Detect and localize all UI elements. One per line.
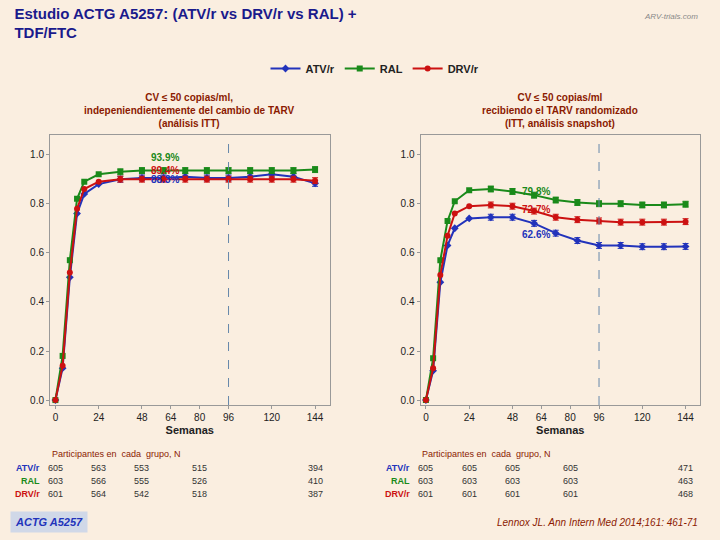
svg-text:62.6%: 62.6%: [522, 229, 550, 240]
svg-text:0.2: 0.2: [30, 346, 44, 357]
svg-text:80: 80: [194, 412, 206, 423]
svg-text:394: 394: [308, 463, 323, 473]
svg-text:605: 605: [418, 463, 433, 473]
svg-text:0.0: 0.0: [30, 395, 44, 406]
svg-text:601: 601: [418, 489, 433, 499]
svg-text:RAL: RAL: [21, 476, 40, 486]
svg-text:1.0: 1.0: [401, 149, 415, 160]
svg-text:144: 144: [307, 412, 324, 423]
svg-text:64: 64: [536, 412, 548, 423]
svg-text:468: 468: [678, 489, 693, 499]
svg-text:0.8: 0.8: [30, 198, 44, 209]
svg-text:DRV/r: DRV/r: [385, 489, 410, 499]
svg-text:564: 564: [91, 489, 106, 499]
svg-text:605: 605: [505, 463, 520, 473]
svg-text:120: 120: [634, 412, 651, 423]
svg-text:DRV/r: DRV/r: [15, 489, 40, 499]
svg-text:Semanas: Semanas: [166, 424, 214, 436]
svg-text:64: 64: [165, 412, 177, 423]
svg-text:Estudio ACTG A5257: (ATV/r vs: Estudio ACTG A5257: (ATV/r vs DRV/r vs R…: [14, 5, 356, 42]
svg-text:ATV/r: ATV/r: [306, 63, 335, 75]
svg-text:603: 603: [48, 476, 63, 486]
svg-text:72.7%: 72.7%: [522, 204, 550, 215]
svg-text:542: 542: [134, 489, 149, 499]
svg-text:603: 603: [462, 476, 477, 486]
svg-text:605: 605: [462, 463, 477, 473]
svg-text:0.2: 0.2: [401, 346, 415, 357]
svg-text:RAL: RAL: [391, 476, 410, 486]
svg-text:0.8: 0.8: [401, 198, 415, 209]
svg-text:0.6: 0.6: [401, 247, 415, 258]
svg-text:605: 605: [563, 463, 578, 473]
svg-text:96: 96: [223, 412, 235, 423]
svg-text:Semanas: Semanas: [536, 424, 584, 436]
svg-text:48: 48: [136, 412, 148, 423]
svg-text:0.6: 0.6: [30, 247, 44, 258]
svg-text:603: 603: [563, 476, 578, 486]
svg-text:601: 601: [462, 489, 477, 499]
svg-text:0.4: 0.4: [30, 296, 44, 307]
svg-text:DRV/r: DRV/r: [448, 63, 479, 75]
svg-text:463: 463: [678, 476, 693, 486]
svg-text:603: 603: [505, 476, 520, 486]
svg-text:563: 563: [91, 463, 106, 473]
svg-text:0.4: 0.4: [401, 296, 415, 307]
svg-text:601: 601: [505, 489, 520, 499]
svg-text:515: 515: [192, 463, 207, 473]
svg-text:1.0: 1.0: [30, 149, 44, 160]
svg-text:555: 555: [134, 476, 149, 486]
svg-text:601: 601: [563, 489, 578, 499]
svg-text:96: 96: [593, 412, 605, 423]
svg-text:471: 471: [678, 463, 693, 473]
svg-text:ATV/r: ATV/r: [386, 463, 410, 473]
svg-text:RAL: RAL: [380, 63, 403, 75]
svg-text:605: 605: [48, 463, 63, 473]
svg-text:ACTG A5257: ACTG A5257: [15, 516, 83, 528]
svg-text:48: 48: [507, 412, 519, 423]
svg-text:79.8%: 79.8%: [522, 186, 550, 197]
svg-text:603: 603: [418, 476, 433, 486]
svg-text:ARV-trials.com: ARV-trials.com: [644, 12, 698, 21]
svg-text:120: 120: [263, 412, 280, 423]
svg-text:518: 518: [192, 489, 207, 499]
svg-text:CV ≤ 50 copias/mlrecibiendo el: CV ≤ 50 copias/mlrecibiendo el TARV rand…: [482, 92, 638, 129]
svg-text:526: 526: [192, 476, 207, 486]
svg-text:89.4%: 89.4%: [151, 165, 179, 176]
svg-text:88.3%: 88.3%: [151, 174, 179, 185]
svg-text:Participantes en cada grupo,: Participantes en cada grupo, N: [52, 449, 181, 459]
svg-text:410: 410: [308, 476, 323, 486]
svg-text:24: 24: [93, 412, 105, 423]
svg-text:80: 80: [565, 412, 577, 423]
svg-text:24: 24: [464, 412, 476, 423]
svg-text:387: 387: [308, 489, 323, 499]
svg-text:0: 0: [423, 412, 429, 423]
svg-text:ATV/r: ATV/r: [16, 463, 40, 473]
svg-text:566: 566: [91, 476, 106, 486]
svg-text:144: 144: [677, 412, 694, 423]
svg-text:553: 553: [134, 463, 149, 473]
svg-text:0.0: 0.0: [401, 395, 415, 406]
svg-text:93.9%: 93.9%: [151, 152, 179, 163]
svg-text:CV ≤ 50 copias/ml,indepeniendi: CV ≤ 50 copias/ml,indepeniendientemente …: [84, 92, 295, 129]
svg-text:0: 0: [53, 412, 59, 423]
svg-text:Lennox JL. Ann Intern Med 2014: Lennox JL. Ann Intern Med 2014;161: 461-…: [497, 517, 698, 528]
svg-text:601: 601: [48, 489, 63, 499]
svg-text:Participantes en cada grupo,: Participantes en cada grupo, N: [422, 449, 551, 459]
